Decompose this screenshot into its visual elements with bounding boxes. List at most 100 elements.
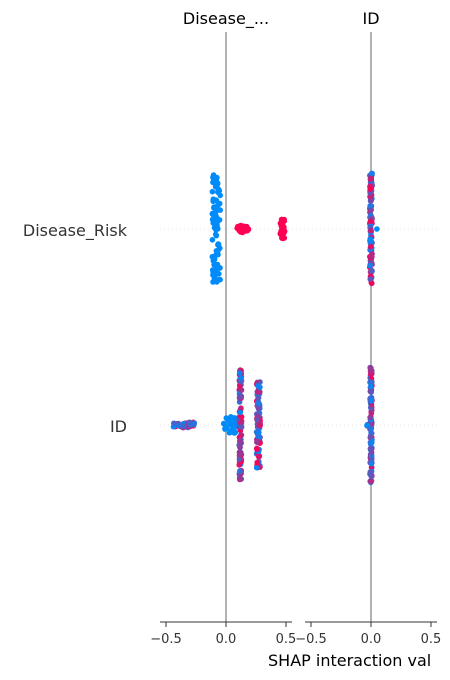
data-point [367, 478, 374, 485]
data-point [215, 241, 221, 247]
data-point [236, 370, 243, 376]
data-point [257, 422, 263, 429]
data-point [211, 197, 218, 204]
data-points [170, 170, 380, 486]
x-tick-label: −0.5 [295, 632, 327, 647]
data-point [253, 464, 260, 471]
data-point [212, 184, 219, 190]
data-point [235, 223, 241, 230]
data-point [255, 395, 261, 402]
data-point [180, 423, 187, 430]
data-point [237, 383, 243, 389]
x-tick-label: 0.5 [276, 632, 297, 647]
data-point [228, 415, 234, 422]
x-ticks: −0.5 0.0 0.5−0.5 0.0 0.5 [150, 622, 441, 647]
data-point [368, 227, 374, 234]
data-point [222, 426, 228, 432]
data-point [368, 456, 375, 463]
data-point [216, 200, 223, 207]
data-point [254, 383, 261, 389]
data-point [213, 248, 220, 254]
data-point [368, 243, 374, 250]
data-point [217, 207, 223, 213]
data-point [367, 445, 374, 452]
x-tick-label: 0.5 [421, 632, 442, 647]
x-tick-label: −0.5 [150, 632, 182, 647]
data-point [368, 268, 375, 274]
data-point [368, 460, 375, 467]
data-point [255, 429, 262, 436]
data-point [237, 437, 243, 444]
data-point [369, 170, 375, 177]
data-point [237, 468, 243, 475]
data-point [215, 226, 221, 232]
data-point [244, 226, 251, 233]
data-point [237, 444, 243, 451]
data-point [367, 186, 374, 192]
data-point [214, 279, 220, 285]
data-point [238, 414, 245, 420]
data-point [369, 251, 375, 258]
data-point [374, 226, 380, 232]
data-point [238, 424, 245, 430]
data-point [255, 454, 262, 460]
data-point [367, 176, 374, 183]
data-point [368, 473, 375, 480]
data-point [255, 434, 262, 441]
data-point [187, 422, 193, 428]
data-point [367, 202, 374, 209]
data-point [237, 452, 243, 458]
data-point [191, 421, 197, 428]
column-title-2: ID [362, 9, 379, 28]
column-title-1: Disease_... [183, 9, 269, 29]
data-point [236, 456, 243, 462]
data-point [281, 228, 288, 234]
data-point [367, 262, 373, 269]
data-point [209, 188, 216, 195]
data-point [368, 379, 375, 386]
row-label-2: ID [110, 417, 127, 436]
data-point [368, 397, 375, 404]
data-point [254, 459, 260, 466]
data-point [364, 422, 370, 429]
data-point [237, 409, 243, 416]
data-point [367, 218, 374, 224]
data-point [367, 469, 374, 475]
data-point [210, 179, 216, 186]
x-tick-label: 0.0 [361, 632, 382, 647]
data-point [236, 393, 243, 400]
data-point [226, 430, 233, 436]
data-point [212, 231, 219, 238]
data-point [280, 235, 286, 242]
data-point [210, 172, 217, 178]
data-point [216, 217, 223, 223]
row-label-1: Disease_Risk [23, 221, 128, 241]
data-point [255, 389, 261, 396]
data-point [368, 434, 374, 440]
data-point [368, 441, 374, 448]
x-axis-label: SHAP interaction val [268, 651, 431, 670]
data-point [367, 414, 373, 421]
data-point [175, 422, 182, 429]
data-point [367, 276, 374, 282]
data-point [367, 365, 374, 372]
data-point [253, 446, 260, 452]
data-point [367, 236, 374, 242]
data-point [368, 401, 375, 408]
data-point [368, 384, 374, 390]
data-point [209, 237, 216, 243]
data-point [171, 420, 177, 427]
data-point [231, 421, 237, 427]
data-point [254, 439, 260, 446]
data-point [213, 212, 219, 219]
data-point [368, 389, 375, 395]
data-point [237, 419, 244, 426]
data-point [278, 222, 285, 229]
data-point [238, 375, 244, 382]
data-point [214, 261, 221, 268]
x-tick-label: 0.0 [216, 632, 237, 647]
data-point [217, 192, 223, 199]
data-point [237, 476, 243, 483]
data-point [210, 269, 216, 275]
